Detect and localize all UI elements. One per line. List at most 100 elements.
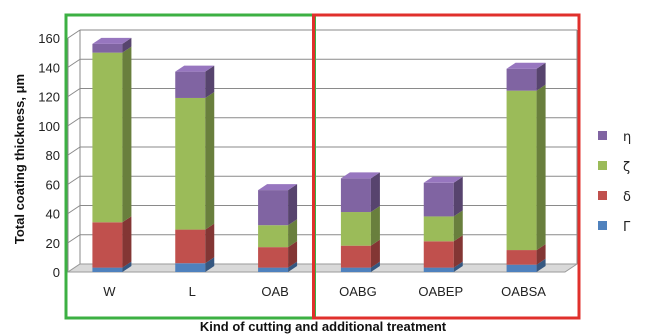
bar-side — [453, 235, 463, 268]
bar-top — [175, 65, 215, 72]
x-tick-label: L — [189, 284, 196, 299]
bar-face — [423, 182, 454, 217]
y-tick-label: 20 — [46, 236, 60, 251]
bar-side — [122, 46, 132, 223]
y-tick-label: 80 — [46, 148, 60, 163]
bar-side — [370, 261, 380, 272]
x-tick-label: OABEP — [418, 284, 463, 299]
bar-side — [453, 210, 463, 242]
bar-side — [205, 91, 215, 230]
bar-face — [258, 267, 289, 272]
legend-item: ζ — [598, 160, 630, 175]
bar-segment — [92, 261, 132, 272]
bar-face — [92, 52, 123, 223]
legend-swatch — [598, 131, 607, 140]
gridline-side — [67, 146, 81, 156]
bar-side — [370, 239, 380, 268]
bar-segment — [423, 235, 463, 268]
x-axis-title: Kind of cutting and additional treatment — [200, 319, 447, 334]
bar-face — [175, 263, 206, 272]
bar-side — [536, 244, 546, 265]
bar-face — [506, 250, 537, 265]
bar-face — [340, 178, 371, 213]
bar-segment — [506, 84, 546, 251]
bar-face — [258, 247, 289, 268]
bar-side — [205, 257, 215, 272]
bar-segment — [340, 239, 380, 268]
legend-item: δ — [598, 190, 631, 205]
x-tick-label: OABG — [339, 284, 377, 299]
bar-side — [370, 206, 380, 246]
bar-segment — [175, 223, 215, 264]
bar-face — [340, 212, 371, 246]
bar-side — [288, 241, 298, 268]
bar-side — [536, 258, 546, 272]
bar-segment — [258, 261, 298, 272]
x-tick-label: W — [103, 284, 116, 299]
bar-segment — [423, 176, 463, 217]
y-axis-title: Total coating thickness, μm — [12, 74, 27, 244]
chart-floor — [66, 263, 579, 273]
bar-segment — [92, 216, 132, 268]
bar-side — [205, 223, 215, 264]
bar-face — [506, 264, 537, 272]
bar-side — [288, 219, 298, 248]
bar-segment — [92, 37, 132, 53]
bar-segment — [258, 241, 298, 268]
legend-label: η — [623, 130, 631, 145]
bar-face — [423, 241, 454, 268]
bar-side — [288, 261, 298, 272]
bars — [92, 37, 546, 272]
y-tick-label: 140 — [38, 60, 60, 75]
y-tick-labels: 0 20 40 60 80 100 120 140 160 — [38, 31, 60, 280]
bar-segment — [175, 65, 215, 98]
legend-label: δ — [623, 190, 631, 205]
bar-top — [423, 176, 463, 183]
x-tick-label: OAB — [261, 284, 288, 299]
bar-side — [453, 261, 463, 272]
bar-segment — [423, 261, 463, 272]
group-boxes — [64, 13, 581, 320]
bar-side — [122, 216, 132, 268]
legend-item: Γ — [598, 220, 631, 235]
y-tick-label: 60 — [46, 177, 60, 192]
y-tick-label: 120 — [38, 90, 60, 105]
bar-segment — [340, 172, 380, 213]
gridline-side — [67, 205, 81, 214]
bar-side — [536, 84, 546, 251]
legend-swatch — [598, 161, 607, 170]
gridline-side — [67, 29, 81, 39]
gridlines — [67, 29, 578, 273]
y-tick-label: 40 — [46, 207, 60, 222]
legend-item: η — [598, 130, 631, 145]
bar-face — [175, 97, 206, 230]
bar-side — [122, 261, 132, 272]
y-tick-label: 0 — [53, 265, 60, 280]
legend-label: ζ — [623, 160, 630, 175]
bar-face — [175, 229, 206, 264]
bar-face — [340, 245, 371, 268]
legend-swatch — [598, 191, 607, 200]
bar-side — [205, 65, 215, 98]
bar-segment — [423, 210, 463, 242]
group-box — [312, 13, 581, 320]
bar-side — [370, 172, 380, 213]
bar-face — [506, 90, 537, 251]
bar-segment — [506, 62, 546, 91]
bar-top — [92, 37, 132, 44]
bar-face — [92, 43, 123, 53]
bar-segment — [340, 206, 380, 246]
legend-label: Γ — [623, 220, 631, 235]
bar-segment — [258, 184, 298, 226]
bar-face — [258, 190, 289, 226]
x-tick-label: OABSA — [501, 284, 546, 299]
bar-side — [288, 184, 298, 226]
bar-top — [506, 62, 546, 69]
bar-face — [92, 222, 123, 268]
gridline-side — [67, 58, 81, 68]
y-tick-label: 160 — [38, 31, 60, 46]
bar-segment — [506, 244, 546, 265]
gridline-side — [67, 88, 81, 97]
gridline-side — [67, 175, 81, 185]
